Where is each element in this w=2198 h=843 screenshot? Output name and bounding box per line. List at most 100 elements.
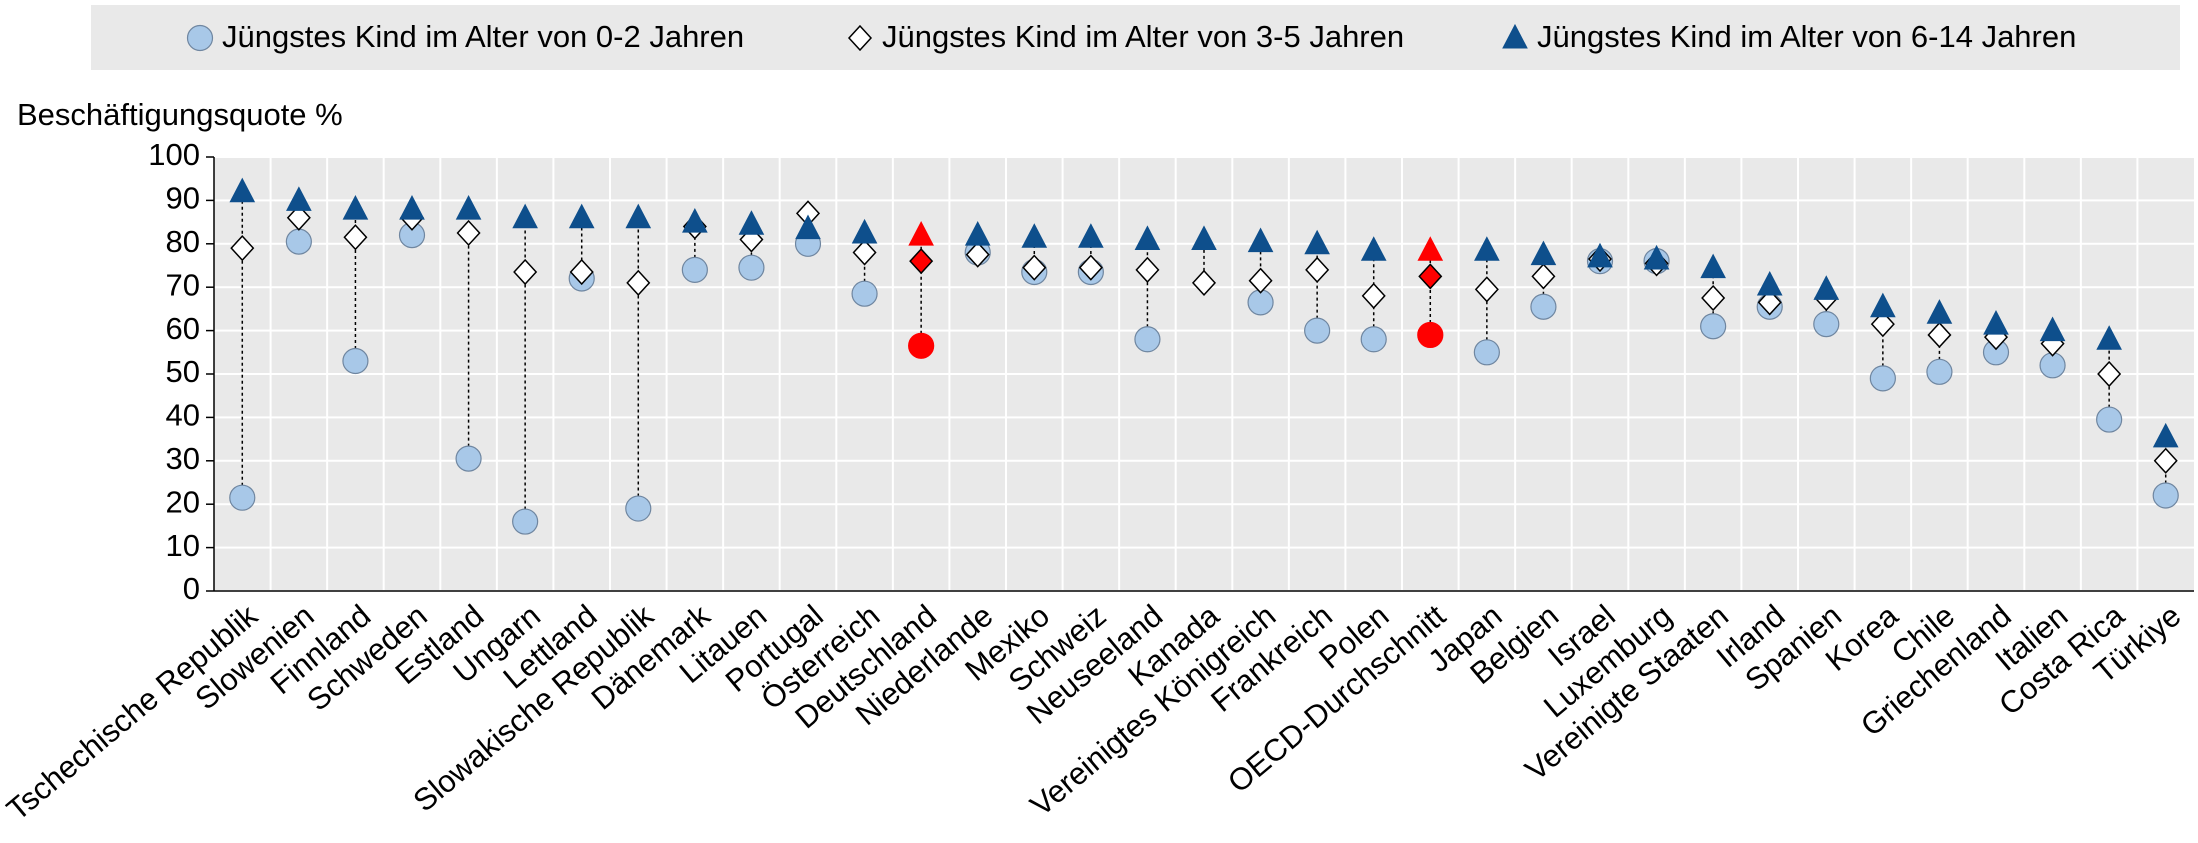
data-point — [1417, 236, 1444, 261]
y-tick-label: 60 — [166, 311, 200, 346]
data-point — [1813, 275, 1840, 300]
data-point — [342, 347, 369, 375]
data-point — [2096, 406, 2123, 433]
data-point — [1983, 310, 2009, 335]
data-point — [1757, 289, 1782, 316]
data-point — [1926, 299, 1953, 324]
data-point — [1927, 321, 1952, 349]
y-tick-label: 20 — [166, 484, 200, 519]
data-point — [625, 203, 652, 229]
data-point — [2096, 325, 2122, 350]
data-point — [1474, 236, 1500, 261]
data-point — [851, 218, 878, 244]
data-point — [738, 254, 765, 281]
data-point — [852, 239, 877, 266]
data-point — [1531, 263, 1556, 290]
data-point — [908, 221, 934, 246]
data-point — [1926, 358, 1953, 385]
data-point — [681, 256, 708, 283]
data-point — [1700, 253, 1726, 279]
data-point — [1360, 326, 1387, 353]
legend-label: Jüngstes Kind im Alter von 3-5 Jahren — [882, 19, 1404, 54]
data-point — [1869, 365, 1896, 392]
data-point — [795, 214, 821, 240]
y-tick-label: 0 — [183, 571, 200, 606]
data-point — [1021, 223, 1048, 248]
data-point — [1417, 321, 1444, 349]
data-point — [1078, 223, 1104, 248]
data-point — [285, 228, 312, 255]
data-point — [1813, 310, 1840, 338]
y-tick-label: 50 — [166, 354, 200, 389]
data-point — [1134, 326, 1161, 353]
x-tick-label: Tschechische Republik — [0, 598, 264, 828]
y-tick-label: 80 — [166, 224, 200, 259]
data-point — [1361, 282, 1386, 309]
data-point — [230, 235, 255, 262]
legend-label: Jüngstes Kind im Alter von 0-2 Jahren — [222, 19, 744, 54]
data-point — [512, 203, 538, 229]
legend-box — [91, 5, 2180, 70]
data-point — [1360, 236, 1387, 261]
data-point — [851, 280, 878, 307]
data-point — [1247, 227, 1274, 253]
data-point — [399, 194, 425, 220]
y-tick-label: 90 — [166, 181, 200, 216]
data-point — [342, 194, 369, 220]
data-point — [1587, 242, 1613, 268]
data-point — [1418, 263, 1443, 290]
data-point — [1191, 269, 1217, 296]
data-point — [965, 241, 990, 268]
data-point — [512, 508, 539, 535]
data-point — [1304, 229, 1330, 255]
y-tick-label: 70 — [166, 267, 200, 302]
data-point — [908, 332, 935, 359]
data-point — [682, 208, 708, 233]
data-point — [1474, 276, 1499, 303]
data-point — [1756, 270, 1783, 296]
data-point — [1701, 284, 1726, 312]
data-point — [2039, 316, 2066, 342]
data-point — [964, 221, 991, 246]
data-point — [1305, 256, 1330, 283]
data-point — [456, 219, 481, 247]
legend-marker — [847, 24, 873, 52]
data-point — [455, 194, 482, 220]
data-point — [455, 445, 482, 472]
data-point — [1191, 225, 1217, 250]
y-tick-label: 30 — [166, 441, 200, 476]
data-point — [909, 248, 934, 275]
data-point — [2153, 447, 2178, 474]
data-point — [626, 269, 651, 296]
data-point — [1248, 267, 1273, 294]
data-point — [568, 203, 595, 229]
data-point — [286, 186, 312, 211]
data-point — [229, 177, 256, 203]
data-point — [738, 210, 765, 235]
legend-marker — [186, 24, 214, 52]
data-point — [1304, 317, 1331, 344]
y-tick-label: 100 — [148, 137, 200, 172]
data-point — [1870, 310, 1895, 338]
data-point — [2152, 422, 2179, 448]
data-point — [1530, 240, 1557, 266]
data-point — [1078, 254, 1103, 281]
data-point — [1643, 244, 1670, 270]
data-point — [229, 484, 256, 511]
data-point — [625, 495, 652, 522]
data-point — [569, 258, 594, 286]
data-point — [286, 204, 311, 231]
data-point — [343, 224, 368, 251]
legend-marker — [1502, 23, 1528, 49]
data-point — [1135, 256, 1160, 283]
data-point — [2097, 360, 2122, 388]
y-axis-label: Beschäftigungsquote % — [17, 97, 343, 132]
data-point — [513, 258, 538, 286]
y-tick-label: 10 — [166, 528, 200, 563]
data-point — [1022, 254, 1047, 281]
data-point — [1870, 292, 1896, 318]
legend-label: Jüngstes Kind im Alter von 6-14 Jahren — [1537, 19, 2076, 54]
data-point — [1473, 339, 1500, 366]
data-point — [1134, 225, 1161, 250]
